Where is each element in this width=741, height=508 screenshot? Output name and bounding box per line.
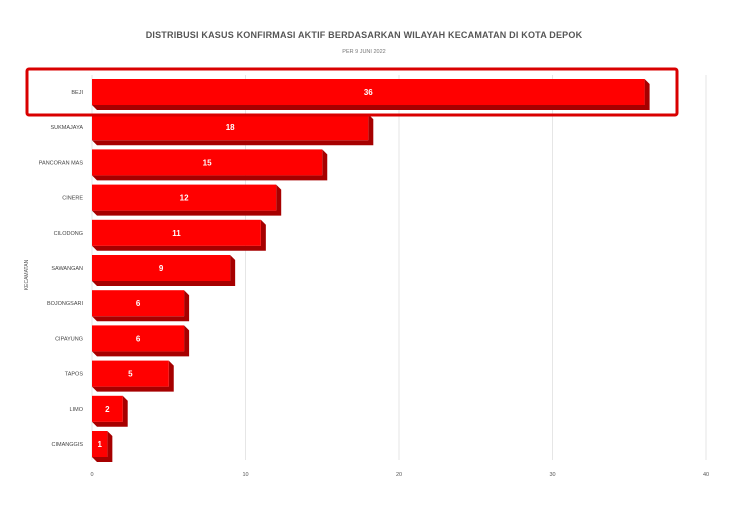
category-label: BEJI (71, 90, 83, 96)
chart-subtitle: PER 9 JUNI 2022 (342, 49, 385, 55)
bar-shade (92, 290, 190, 322)
bar-value-label: 6 (136, 334, 141, 343)
category-label: TAPOS (65, 372, 84, 378)
category-label: SAWANGAN (51, 266, 83, 272)
bar-value-label: 6 (136, 299, 141, 308)
bar (92, 395, 123, 422)
bar (92, 79, 645, 105)
bar (92, 255, 231, 281)
category-label: CIMANGGIS (52, 442, 84, 448)
bar-value-label: 12 (180, 194, 189, 203)
bar-shade (92, 79, 650, 110)
bar-value-label: 2 (105, 405, 110, 414)
bar (92, 149, 323, 176)
category-labels: BEJI SUKMAJAYA PANCORAN MAS CINERE CILODONG S… (39, 90, 84, 448)
x-tick-label: 0 (90, 472, 93, 478)
bar-shade (92, 255, 236, 286)
x-tick-label: 40 (703, 472, 709, 478)
bar-value-label: 9 (159, 264, 164, 273)
bar-shade (92, 114, 374, 146)
bar-value-label: 1 (97, 440, 102, 449)
bar (92, 114, 369, 141)
x-tick-label: 20 (396, 472, 402, 478)
category-label: CINERE (62, 196, 83, 202)
bar-value-label: 11 (172, 229, 181, 238)
bar (92, 184, 277, 211)
chart-title: DISTRIBUSI KASUS KONFIRMASI AKTIF BERDAS… (146, 30, 583, 40)
bar-value-label: 15 (203, 158, 212, 167)
bar-shade (92, 149, 328, 181)
highlight-layer (25, 67, 679, 117)
bar (92, 219, 261, 246)
bar-value-label: 36 (364, 88, 373, 97)
category-label: LIMO (70, 407, 84, 413)
category-label: BOJONGSARI (47, 301, 84, 307)
highlight-box (25, 67, 679, 117)
x-tick-label: 10 (242, 472, 248, 478)
bar-shade (92, 184, 282, 216)
category-label: PANCORAN MAS (39, 160, 84, 166)
bar (92, 290, 185, 317)
bar-value-label: 5 (128, 370, 133, 379)
bar-shade (92, 431, 113, 462)
bar (92, 360, 169, 387)
y-axis-label: KECAMATAN (24, 259, 30, 290)
bar-shade (92, 360, 174, 392)
bar (92, 325, 185, 352)
x-tick-label: 30 (549, 472, 555, 478)
category-label: CILODONG (54, 231, 83, 237)
bar (92, 431, 108, 457)
category-label: SUKMAJAYA (51, 125, 84, 131)
bar-shade (92, 395, 128, 427)
x-tick-labels: 0 10 20 30 40 (90, 472, 709, 478)
bar-value-label: 18 (226, 123, 235, 132)
category-label: CIPAYUNG (55, 336, 83, 342)
bars: 36 18 15 12 11 9 6 6 5 2 1 (92, 79, 650, 462)
bar-shade (92, 219, 266, 251)
bar-shade (92, 325, 190, 357)
